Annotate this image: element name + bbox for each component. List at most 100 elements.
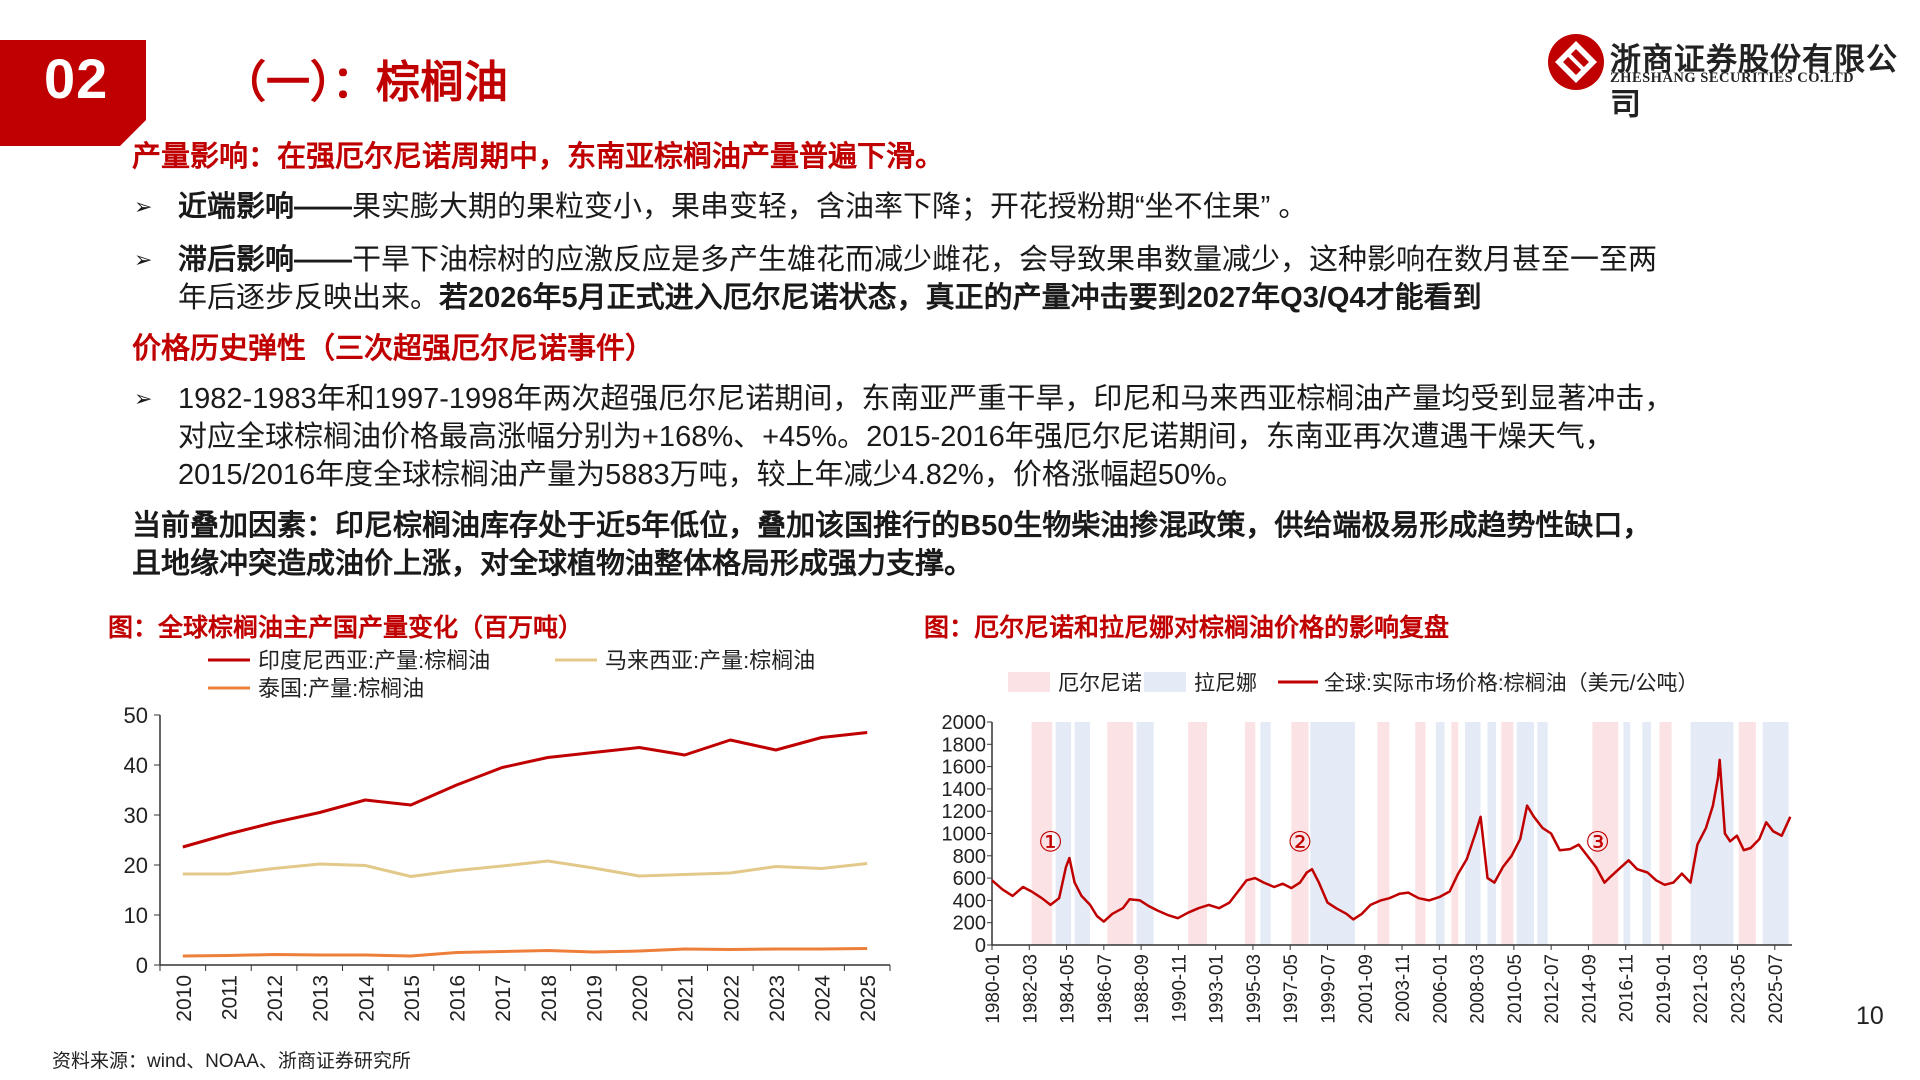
el-nino-band — [1415, 722, 1426, 945]
x-tick-label: 1990-11 — [1169, 954, 1190, 1022]
x-tick-label: 2019-01 — [1654, 954, 1675, 1024]
x-tick-label: 2016 — [447, 975, 470, 1022]
x-tick-label: 1999-07 — [1318, 954, 1339, 1024]
el-nino-band — [1107, 722, 1134, 945]
bullet-arrow-icon: ➢ — [134, 194, 153, 219]
x-tick-label: 1997-05 — [1281, 954, 1302, 1024]
la-nina-band — [1642, 722, 1651, 945]
la-nina-band — [1465, 722, 1481, 945]
bullet-price-history: 1982-1983年和1997-1998年两次超强厄尔尼诺期间，东南亚严重干旱，… — [178, 380, 1908, 494]
price-history-line-1: 1982-1983年和1997-1998年两次超强厄尔尼诺期间，东南亚严重干旱，… — [178, 383, 1674, 415]
y-tick-label: 2000 — [942, 712, 987, 734]
company-name-cn: 浙商证券股份有限公司 — [1610, 42, 1898, 122]
price-history-line-2: 对应全球棕榈油价格最高涨幅分别为+168%、+45%。2015-2016年强厄尔… — [178, 421, 1614, 453]
y-tick-label: 1400 — [942, 779, 987, 801]
chart-price: 厄尔尼诺 拉尼娜 全球:实际市场价格:棕榈油（美元/公吨） 0200400600800… — [942, 672, 1792, 1024]
el-nino-band — [1031, 722, 1053, 945]
series-line — [182, 731, 868, 849]
el-nino-band — [1377, 722, 1390, 945]
x-tick-label: 2006-01 — [1430, 954, 1451, 1024]
event-annotation: ③ — [1585, 826, 1610, 857]
y-tick-label: 30 — [124, 803, 148, 828]
x-tick-label: 2018 — [538, 975, 561, 1022]
x-tick-label: 2023 — [766, 975, 789, 1022]
y-tick-label: 1000 — [942, 824, 987, 846]
page-number: 10 — [1856, 1002, 1884, 1030]
x-tick-label: 2001-09 — [1356, 954, 1377, 1024]
el-nino-band — [1659, 722, 1672, 945]
y-tick-label: 1600 — [942, 757, 987, 779]
la-nina-band — [1516, 722, 1534, 945]
la-nina-band — [1136, 722, 1154, 945]
y-tick-label: 10 — [124, 903, 148, 928]
x-tick-label: 2011 — [218, 975, 241, 1020]
y-tick-label: 0 — [975, 935, 986, 957]
x-tick-label: 2024 — [812, 975, 835, 1022]
legend-label: 印度尼西亚:产量:棕榈油 — [258, 648, 490, 673]
la-nina-band — [1055, 722, 1072, 945]
section-number: 02 — [44, 47, 109, 110]
series-line — [182, 859, 868, 878]
chart-production-title: 图：全球棕榈油主产国产量变化（百万吨） — [108, 614, 584, 642]
x-tick-label: 2012 — [264, 975, 287, 1022]
la-nina-band — [1074, 722, 1091, 945]
x-tick-label: 1980-01 — [983, 954, 1004, 1024]
y-tick-label: 20 — [124, 853, 148, 878]
x-tick-label: 1988-09 — [1132, 954, 1153, 1024]
legend-swatch — [1144, 672, 1186, 692]
x-tick-label: 2016-11 — [1617, 954, 1638, 1022]
bullet-lag-effect: 滞后影响——干旱下油棕树的应激反应是多产生雄花而减少雌花，会导致果串数量减少，这… — [178, 241, 1898, 317]
bullet-arrow-icon: ➢ — [134, 386, 153, 411]
bullet-near-term-text: 果实膨大期的果粒变小，果串变轻，含油率下降；开花授粉期“坐不住果” 。 — [352, 191, 1308, 223]
heading-price-elasticity: 价格历史弹性（三次超强厄尔尼诺事件） — [132, 333, 655, 365]
x-tick-label: 2008-03 — [1468, 954, 1489, 1024]
company-logo-icon — [1548, 34, 1604, 90]
section-badge — [0, 40, 146, 146]
el-nino-band — [1451, 722, 1459, 945]
price-line — [991, 758, 1792, 923]
legend-label: 拉尼娜 — [1194, 672, 1257, 695]
legend-swatch — [1008, 672, 1050, 692]
y-tick-label: 200 — [953, 913, 986, 935]
bullet-lag-label: 滞后影响—— — [178, 244, 353, 276]
legend-label: 厄尔尼诺 — [1058, 672, 1142, 695]
la-nina-band — [1690, 722, 1734, 945]
bullet-near-term: 近端影响——果实膨大期的果粒变小，果串变轻，含油率下降；开花授粉期“坐不住果” … — [178, 188, 1307, 226]
event-annotation: ② — [1287, 826, 1312, 857]
x-tick-label: 2023-05 — [1729, 954, 1750, 1024]
x-tick-label: 2010 — [173, 975, 196, 1022]
company-name-en: ZHESHANG SECURITIES CO.LTD — [1610, 70, 1855, 86]
y-tick-label: 800 — [953, 846, 986, 868]
bullet-lag-bold: 若2026年5月正式进入厄尔尼诺状态，真正的产量冲击要到2027年Q3/Q4才能… — [439, 282, 1482, 314]
legend-label: 马来西亚:产量:棕榈油 — [605, 648, 815, 673]
el-nino-band — [1244, 722, 1256, 945]
current-factors-line-2: 且地缘冲突造成油价上涨，对全球植物油整体格局形成强力支撑。 — [132, 548, 974, 580]
x-tick-label: 2003-11 — [1393, 954, 1414, 1022]
series-line — [182, 947, 868, 958]
page-title: （一）：棕榈油 — [222, 58, 508, 107]
bullet-near-term-label: 近端影响—— — [178, 191, 353, 223]
legend-label: 全球:实际市场价格:棕榈油（美元/公吨） — [1324, 672, 1699, 695]
x-tick-label: 2013 — [310, 975, 333, 1022]
x-tick-label: 2021 — [675, 975, 698, 1022]
el-nino-band — [1188, 722, 1208, 945]
bullet-arrow-icon: ➢ — [134, 247, 153, 272]
bullet-lag-text-1: 干旱下油棕树的应激反应是多产生雄花而减少雌花，会导致果串数量减少，这种影响在数月… — [352, 244, 1658, 276]
la-nina-band — [1435, 722, 1445, 945]
x-tick-label: 2025 — [857, 975, 880, 1022]
y-tick-label: 1800 — [942, 734, 987, 756]
x-tick-label: 2014-09 — [1579, 954, 1600, 1024]
legend-label: 泰国:产量:棕榈油 — [258, 676, 424, 701]
x-tick-label: 2021-03 — [1691, 954, 1712, 1024]
x-tick-label: 1982-03 — [1020, 954, 1041, 1024]
y-tick-label: 50 — [124, 703, 148, 728]
el-nino-band — [1738, 722, 1756, 945]
x-tick-label: 2022 — [720, 975, 743, 1022]
x-tick-label: 2020 — [629, 975, 652, 1022]
x-tick-label: 2025-07 — [1766, 954, 1787, 1024]
source-note: 资料来源：wind、NOAA、浙商证券研究所 — [52, 1051, 411, 1072]
x-tick-label: 1993-01 — [1207, 954, 1228, 1024]
current-factors: 当前叠加因素：印尼棕榈油库存处于近5年低位，叠加该国推行的B50生物柴油掺混政策… — [132, 507, 1892, 583]
y-tick-label: 400 — [953, 890, 986, 912]
